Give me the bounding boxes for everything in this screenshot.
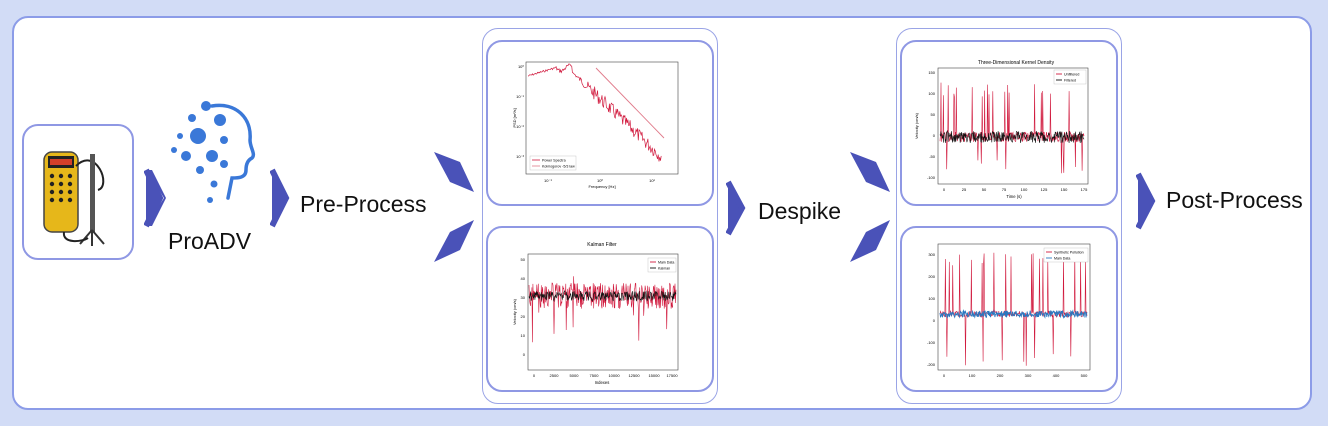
synthetic-xtick: 100 <box>969 373 976 378</box>
kde-ytick: 0 <box>933 133 936 138</box>
kalman-xtick: 15000 <box>648 373 660 378</box>
synthetic-legend-2: Main Data <box>1054 257 1070 261</box>
spectrum-panel: PSD [m²/s] Frequency [Hz] 10⁻¹ 10⁰ 10¹ 1… <box>486 40 714 206</box>
kalman-xtick: 7500 <box>590 373 600 378</box>
arrow-2-icon <box>270 168 290 228</box>
spectrum-ytick-3: 10⁻² <box>516 124 525 129</box>
kde-ytick: 50 <box>931 112 936 117</box>
spectrum-ytick-4: 10⁻³ <box>516 154 525 159</box>
kde-xtick: 125 <box>1041 187 1048 192</box>
synthetic-main-data-line <box>939 309 1088 319</box>
kde-unfiltered-line <box>939 82 1085 174</box>
synthetic-panel: 0 100 200 300 400 500 300 200 100 0 -100… <box>900 226 1118 392</box>
stage-label-preprocess: Pre-Process <box>300 191 427 217</box>
kalman-ytick: 50 <box>521 257 526 262</box>
synthetic-xtick: 500 <box>1081 373 1088 378</box>
kde-legend-2: Filtered <box>1064 79 1076 83</box>
kalman-ytick: 0 <box>523 352 526 357</box>
spectrum-legend-2: Kolmogorov -5/3 law <box>542 165 575 169</box>
kalman-ylabel: Velocity (cm/s) <box>512 298 517 325</box>
kde-xtick: 75 <box>1002 187 1007 192</box>
kde-ylabel: Velocity (cm/s) <box>914 112 919 139</box>
arrow-4-icon <box>1136 172 1156 230</box>
synthetic-ytick: 0 <box>933 318 936 323</box>
kalman-xtick: 5000 <box>570 373 580 378</box>
split-arrows-icon <box>434 152 474 262</box>
kde-xtick: 100 <box>1021 187 1028 192</box>
adv-device-icon <box>43 151 105 246</box>
synthetic-ytick: 200 <box>928 274 935 279</box>
kalman-xtick: 10000 <box>608 373 620 378</box>
kolmogorov-line <box>595 67 665 139</box>
kalman-title: Kalman Filter <box>587 242 617 248</box>
kalman-xtick: 12500 <box>628 373 640 378</box>
kalman-ytick: 40 <box>521 276 526 281</box>
arrow-3-icon <box>726 180 746 236</box>
spectrum-xtick-1: 10⁻¹ <box>544 178 553 183</box>
arrow-1-icon <box>144 168 166 228</box>
spectrum-plot: PSD [m²/s] Frequency [Hz] 10⁻¹ 10⁰ 10¹ 1… <box>512 61 679 189</box>
synthetic-ytick: 100 <box>928 296 935 301</box>
kalman-ytick: 20 <box>521 314 526 319</box>
kalman-panel: Kalman Filter Velocity (cm/s) Indexes 0 … <box>486 226 714 392</box>
split-arrows-icon <box>850 152 890 262</box>
kalman-xtick: 17500 <box>666 373 678 378</box>
kde-ytick: -100 <box>927 175 936 180</box>
kde-panel: Three-Dimensional Kernel Density Velocit… <box>900 40 1118 206</box>
kalman-ytick: 30 <box>521 295 526 300</box>
ai-brain-icon <box>171 101 256 203</box>
kde-xtick: 25 <box>962 187 967 192</box>
spectrum-legend-1: Power Spectra <box>542 159 566 163</box>
kde-xtick: 50 <box>982 187 987 192</box>
kalman-plot: Kalman Filter Velocity (cm/s) Indexes 0 … <box>512 242 678 385</box>
kalman-xlabel: Indexes <box>595 380 610 385</box>
kde-xtick: 175 <box>1081 187 1088 192</box>
kde-xtick: 150 <box>1061 187 1068 192</box>
stage-label-despike: Despike <box>758 198 842 224</box>
stage-label-proadv: ProADV <box>168 228 252 254</box>
spectrum-xtick-2: 10⁰ <box>597 178 603 183</box>
kalman-xtick: 2500 <box>550 373 560 378</box>
synthetic-legend-1: Synthetic Pollution <box>1054 251 1084 255</box>
spectrum-series-line <box>527 63 662 162</box>
spectrum-ylabel: PSD [m²/s] <box>512 108 517 127</box>
device-box <box>22 124 134 260</box>
synthetic-ytick: -100 <box>927 340 936 345</box>
synthetic-xtick: 300 <box>1025 373 1032 378</box>
kalman-legend-2: Kalman <box>658 267 670 271</box>
kde-ytick: -50 <box>929 154 936 159</box>
kde-ytick: 150 <box>928 70 935 75</box>
kalman-filter-line <box>528 290 677 303</box>
kalman-ytick: 10 <box>521 333 526 338</box>
synthetic-plot: 0 100 200 300 400 500 300 200 100 0 -100… <box>927 243 1091 378</box>
kde-filtered-line <box>939 130 1085 144</box>
kde-plot: Three-Dimensional Kernel Density Velocit… <box>914 60 1089 199</box>
synthetic-xtick: 400 <box>1053 373 1060 378</box>
synthetic-xtick: 200 <box>997 373 1004 378</box>
kde-title: Three-Dimensional Kernel Density <box>978 60 1055 66</box>
kde-ytick: 100 <box>928 91 935 96</box>
spectrum-xtick-3: 10¹ <box>649 178 655 183</box>
spectrum-ytick-2: 10⁻¹ <box>516 94 525 99</box>
kalman-legend-1: Main Data <box>658 261 674 265</box>
spectrum-ytick-1: 10⁰ <box>518 64 524 69</box>
kde-legend-1: Unfiltered <box>1064 73 1079 77</box>
stage-label-postprocess: Post-Process <box>1166 187 1303 213</box>
synthetic-ytick: -200 <box>927 362 936 367</box>
synthetic-ytick: 300 <box>928 252 935 257</box>
synthetic-xtick: 0 <box>943 373 946 378</box>
spectrum-xlabel: Frequency [Hz] <box>588 184 615 189</box>
kde-xlabel: Time (s) <box>1006 194 1022 199</box>
kde-xtick: 0 <box>943 187 946 192</box>
kalman-xtick: 0 <box>533 373 536 378</box>
